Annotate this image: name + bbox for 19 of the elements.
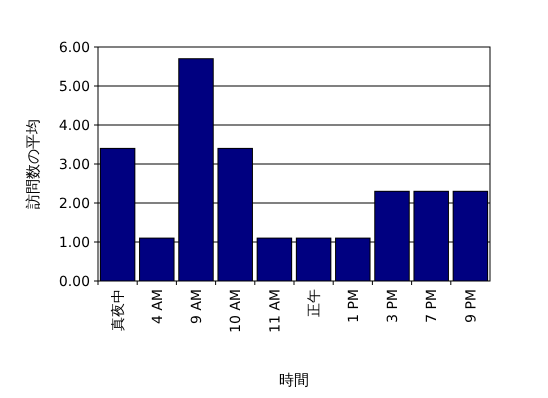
x-tick-label: 4 AM <box>150 289 166 324</box>
x-tick-label: 9 PM <box>463 289 480 323</box>
y-tick-label: 0.00 <box>58 274 90 290</box>
x-tick-label: 10 AM <box>228 289 244 333</box>
x-tick-label: 11 AM <box>267 289 284 333</box>
y-tick-label: 2.00 <box>58 196 90 212</box>
x-tick-label: 9 AM <box>189 289 205 324</box>
y-tick-label: 5.00 <box>58 79 90 95</box>
x-tick-label: 7 PM <box>424 289 440 323</box>
x-tick-label: 3 PM <box>385 289 401 323</box>
x-tick-label: 真夜中 <box>110 289 127 331</box>
x-axis-title: 時間 <box>279 371 309 389</box>
y-tick-label: 6.00 <box>58 40 90 56</box>
y-tick-label: 1.00 <box>58 235 90 251</box>
x-tick-label: 1 PM <box>346 289 362 323</box>
y-tick-label: 4.00 <box>58 118 90 134</box>
x-tick-label: 正午 <box>306 289 323 317</box>
y-axis-title: 訪問数の平均 <box>24 119 42 209</box>
y-tick-label: 3.00 <box>58 157 90 173</box>
